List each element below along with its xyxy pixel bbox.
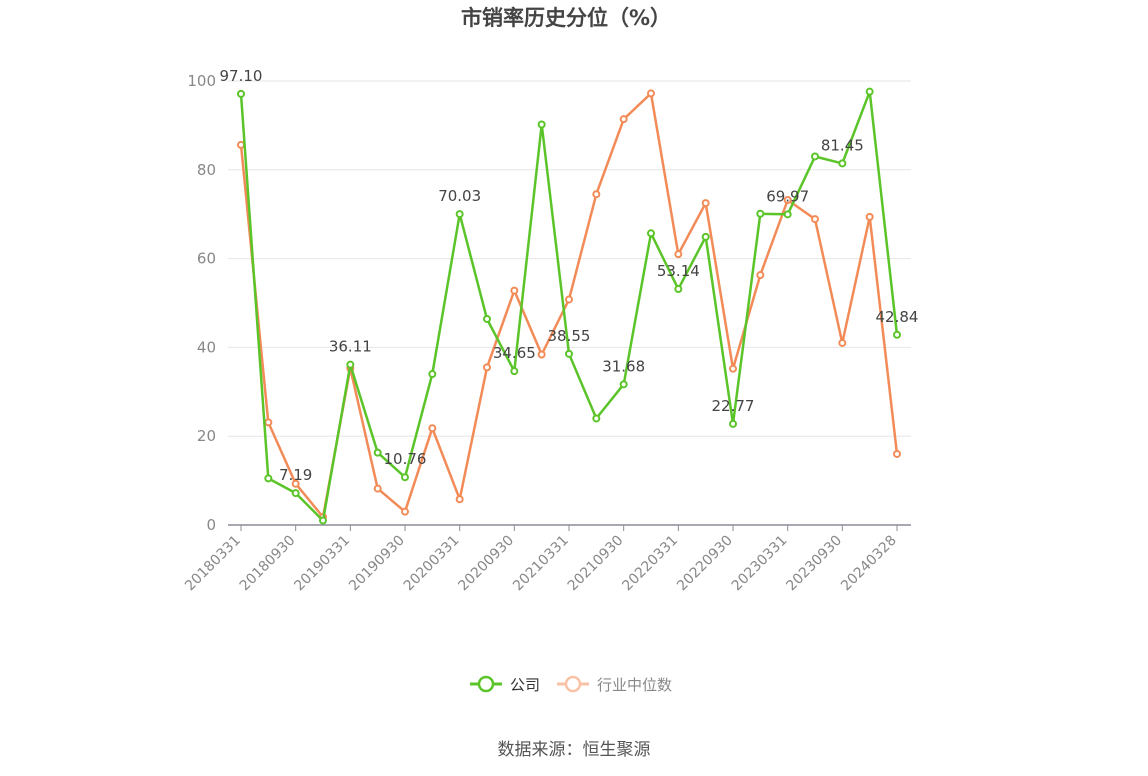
data-label: 81.45 xyxy=(821,136,864,154)
data-label: 7.19 xyxy=(279,466,312,484)
data-point xyxy=(893,449,901,458)
y-tick-label: 60 xyxy=(197,250,216,268)
data-point xyxy=(428,370,437,379)
data-point xyxy=(346,360,355,369)
data-label: 97.10 xyxy=(220,67,263,85)
data-label: 70.03 xyxy=(438,187,481,205)
data-point xyxy=(811,215,819,224)
x-tick-label: 20190331 xyxy=(291,533,353,595)
x-tick-label: 20230331 xyxy=(729,533,791,595)
data-point xyxy=(783,210,792,219)
data-point xyxy=(592,414,601,423)
x-tick-label: 20180331 xyxy=(182,533,244,595)
data-point xyxy=(291,479,300,488)
chart-title: 市销率历史分位（%） xyxy=(461,6,671,30)
data-point xyxy=(756,271,765,280)
data-point xyxy=(455,210,464,219)
data-label: 31.68 xyxy=(602,357,645,375)
x-tick-label: 20210331 xyxy=(510,533,572,595)
data-point xyxy=(674,285,683,294)
data-point xyxy=(537,120,546,129)
data-point xyxy=(510,367,519,376)
data-point xyxy=(455,495,464,504)
x-tick-label: 20210930 xyxy=(565,533,627,595)
data-point xyxy=(401,473,409,482)
legend[interactable]: 公司 行业中位数 xyxy=(470,675,672,694)
data-label: 10.76 xyxy=(384,450,427,468)
x-tick-label: 20240328 xyxy=(838,533,900,595)
x-tick-label: 20200331 xyxy=(401,533,463,595)
data-point xyxy=(510,286,519,295)
y-tick-label: 20 xyxy=(197,427,216,445)
legend-marker xyxy=(477,675,495,693)
x-tick-label: 20230930 xyxy=(783,533,845,595)
y-axis-ticks: 0 20 40 60 80 100 xyxy=(187,72,216,534)
y-tick-label: 40 xyxy=(197,338,216,356)
data-labels: 97.10 7.19 36.11 10.76 70.03 34.65 38.55 31.68 5… xyxy=(220,67,919,484)
data-label: 53.14 xyxy=(657,262,700,280)
data-point xyxy=(701,199,710,208)
data-point xyxy=(264,418,273,427)
x-tick-label: 20220331 xyxy=(619,533,681,595)
data-point xyxy=(865,212,874,221)
data-point xyxy=(729,419,737,428)
x-tick-label: 20190930 xyxy=(346,533,408,595)
y-tick-label: 0 xyxy=(206,516,216,534)
data-point xyxy=(565,349,573,358)
data-label: 36.11 xyxy=(329,338,372,356)
data-point xyxy=(264,474,273,483)
legend-label: 公司 xyxy=(510,676,540,694)
grid-lines xyxy=(228,80,911,437)
data-point xyxy=(619,115,628,124)
data-point xyxy=(483,314,491,323)
legend-marker xyxy=(564,675,582,693)
x-tick-label: 20220930 xyxy=(674,533,736,595)
data-point xyxy=(483,363,491,372)
data-point xyxy=(428,424,437,433)
data-point xyxy=(592,190,601,199)
legend-label: 行业中位数 xyxy=(597,676,672,694)
data-label: 22.77 xyxy=(712,397,755,415)
data-label: 42.84 xyxy=(876,308,919,326)
data-point xyxy=(838,159,847,168)
data-point xyxy=(373,484,382,493)
data-point xyxy=(674,250,683,259)
data-point xyxy=(565,295,573,304)
data-point xyxy=(865,87,874,96)
legend-item[interactable]: 行业中位数 xyxy=(557,675,672,694)
series-line xyxy=(239,92,899,519)
x-tick-label: 20180930 xyxy=(237,533,299,595)
data-point xyxy=(237,89,245,98)
data-label: 69.97 xyxy=(766,187,809,205)
x-tick-label: 20200930 xyxy=(455,533,517,595)
data-point xyxy=(701,232,710,241)
data-point xyxy=(756,209,765,218)
data-point xyxy=(319,516,327,525)
data-point xyxy=(401,507,409,516)
data-point xyxy=(291,489,300,498)
data-point xyxy=(647,89,655,98)
data-point xyxy=(838,338,847,347)
y-tick-label: 80 xyxy=(197,161,216,179)
data-label: 38.55 xyxy=(548,327,591,345)
data-point xyxy=(619,380,628,389)
data-point xyxy=(783,195,792,204)
data-point xyxy=(237,140,245,149)
data-point xyxy=(893,330,901,339)
data-label: 34.65 xyxy=(493,344,536,362)
data-point xyxy=(811,152,819,161)
legend-item[interactable]: 公司 xyxy=(470,675,540,694)
data-point xyxy=(373,448,382,457)
data-point xyxy=(729,364,737,373)
y-tick-label: 100 xyxy=(187,72,216,90)
series-lines xyxy=(237,87,901,525)
data-point xyxy=(647,229,655,238)
data-point xyxy=(537,350,546,359)
series-line xyxy=(239,90,899,522)
source-note: 数据来源：恒生聚源 xyxy=(498,740,651,760)
x-axis: 2018033120180930201903312019093020200331… xyxy=(182,524,911,595)
